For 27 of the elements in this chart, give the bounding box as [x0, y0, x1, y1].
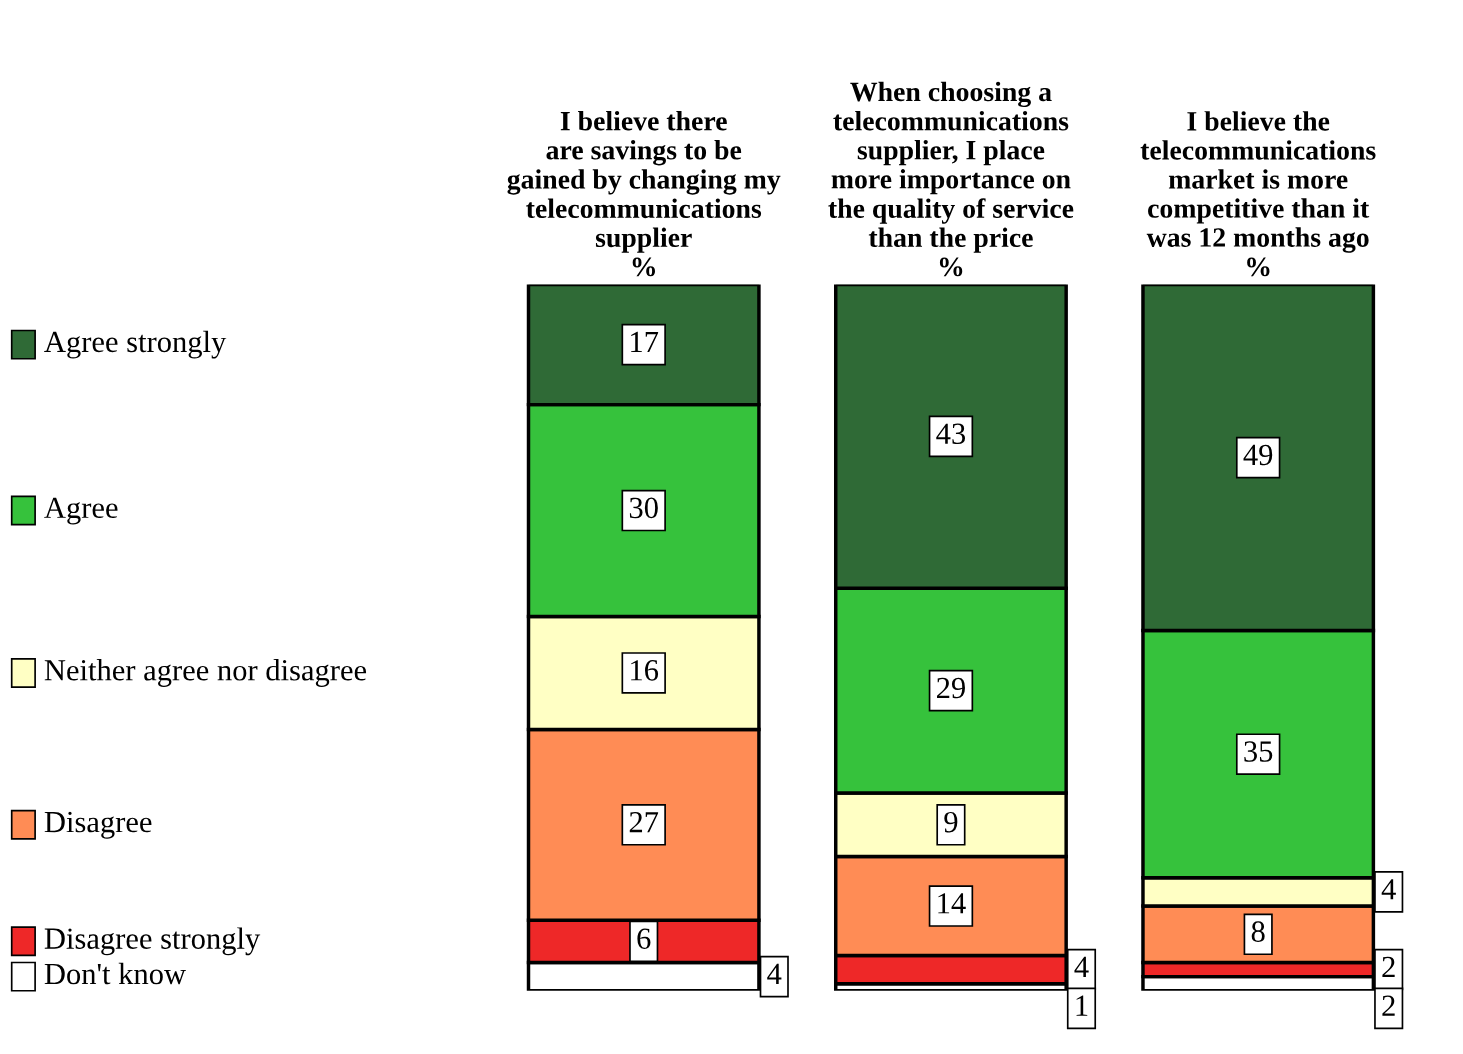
legend-label: Don't know	[44, 962, 186, 985]
data-label: 27	[629, 811, 659, 833]
data-label: 30	[629, 497, 658, 519]
x-tick-label: When choosing a telecommunications supplier, I place more importance on the quality of service than the price %	[828, 81, 1074, 277]
legend-label: Disagree strongly	[44, 927, 261, 956]
data-label: 17	[631, 331, 659, 352]
x-tick-label: I believe there are savings to be gained by changing my telecommunications supplier %	[507, 110, 781, 277]
legend-label: Agree	[44, 497, 118, 525]
data-label: 43	[936, 423, 966, 445]
data-label: 49	[1243, 444, 1273, 466]
data-label: 1	[1076, 995, 1088, 1016]
data-label: 35	[1244, 741, 1273, 762]
data-label: 4	[767, 963, 782, 984]
data-label: 8	[1251, 921, 1265, 942]
legend-label: Disagree	[44, 811, 152, 839]
data-label: 9	[944, 811, 958, 833]
legend-label: Neither agree nor disagree	[44, 659, 367, 687]
legend-label: Agree strongly	[44, 330, 227, 359]
data-label: 29	[937, 677, 965, 699]
data-label: 16	[631, 660, 659, 681]
data-label: 4	[1381, 879, 1396, 900]
data-label: 2	[1382, 956, 1395, 977]
x-tick-label: I believe the telecommunications market is more competitive than it was 12 months ago %	[1140, 111, 1376, 277]
data-label: 14	[938, 893, 966, 914]
data-label: 2	[1382, 995, 1395, 1016]
data-label: 4	[1074, 956, 1089, 977]
data-label: 6	[637, 928, 651, 949]
